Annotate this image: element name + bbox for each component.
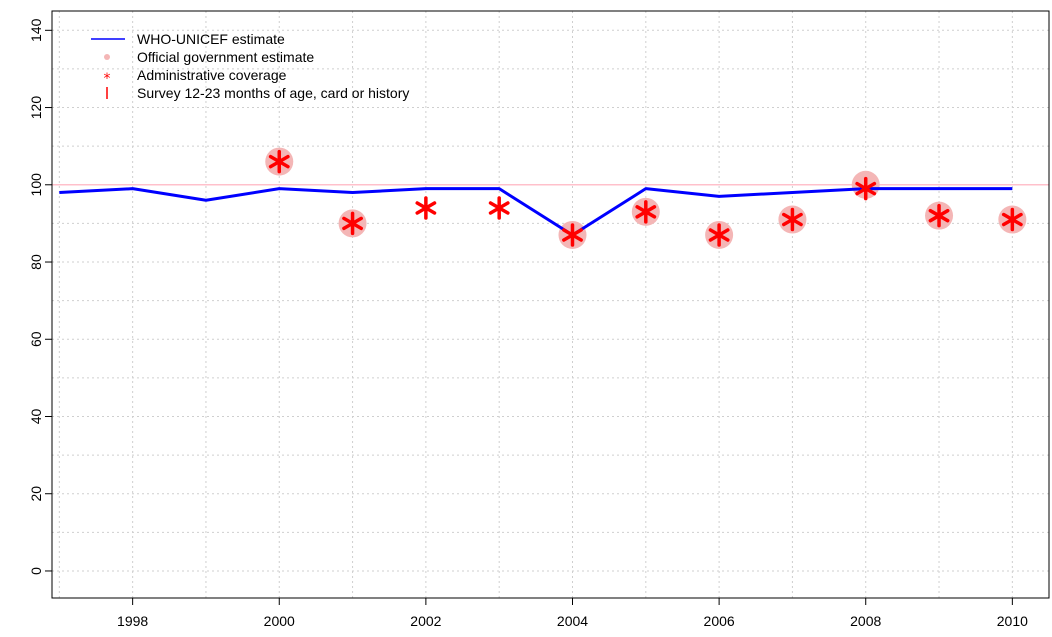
star-spoke xyxy=(562,228,583,242)
legend-dot-swatch xyxy=(104,54,110,60)
x-tick-label: 2008 xyxy=(850,613,881,629)
y-tick-label: 40 xyxy=(28,408,44,424)
administrative-coverage-point xyxy=(708,223,730,247)
administrative-coverage-point xyxy=(415,196,437,220)
legend-label-official: Official government estimate xyxy=(137,49,314,65)
y-tick-label: 80 xyxy=(28,254,44,270)
x-axis-ticks: 1998 2000 2002 2004 2006 2008 2010 xyxy=(117,598,1028,629)
legend-label-administrative: Administrative coverage xyxy=(137,67,287,83)
y-tick-label: 20 xyxy=(28,486,44,502)
administrative-coverage-point xyxy=(928,203,950,228)
administrative-coverage-point xyxy=(855,176,877,201)
y-tick-label: 120 xyxy=(28,96,44,120)
legend-label-who: WHO-UNICEF estimate xyxy=(137,31,285,47)
administrative-coverage-point xyxy=(1001,207,1023,232)
y-axis-ticks: 0 20 40 60 80 100 120 140 xyxy=(28,18,52,575)
star-spoke xyxy=(268,154,290,169)
x-tick-label: 2000 xyxy=(264,613,295,629)
chart-legend: WHO-UNICEF estimate Official government … xyxy=(91,31,409,101)
administrative-coverage-point xyxy=(342,211,363,236)
x-tick-label: 2002 xyxy=(410,613,441,629)
x-tick-label: 2004 xyxy=(557,613,588,629)
star-spoke xyxy=(782,212,803,227)
star-spoke xyxy=(415,201,437,215)
x-tick-label: 2006 xyxy=(704,613,735,629)
plot-background xyxy=(52,11,1049,598)
administrative-coverage-point xyxy=(562,223,583,247)
administrative-coverage-point xyxy=(635,200,657,224)
y-tick-label: 140 xyxy=(28,18,44,42)
y-tick-label: 100 xyxy=(28,173,44,197)
y-tick-label: 0 xyxy=(28,567,44,575)
plot-frame xyxy=(51,10,1050,599)
star-spoke xyxy=(928,208,950,223)
star-spoke xyxy=(855,181,877,196)
administrative-coverage-point xyxy=(268,149,290,174)
star-spoke xyxy=(488,201,510,215)
administrative-coverage-point xyxy=(488,196,510,220)
star-spoke xyxy=(708,228,730,242)
administrative-coverage-point xyxy=(782,207,803,232)
legend-label-survey: Survey 12-23 months of age, card or hist… xyxy=(137,85,409,101)
y-tick-label: 60 xyxy=(28,331,44,347)
star-spoke xyxy=(1001,212,1023,227)
legend-star-swatch: * xyxy=(104,71,111,87)
star-spoke xyxy=(342,216,363,231)
x-tick-label: 2010 xyxy=(997,613,1028,629)
x-tick-label: 1998 xyxy=(117,613,148,629)
star-spoke xyxy=(635,205,657,219)
who-unicef-estimate-line xyxy=(59,187,1013,237)
administrative-coverage-stars xyxy=(268,149,1023,247)
